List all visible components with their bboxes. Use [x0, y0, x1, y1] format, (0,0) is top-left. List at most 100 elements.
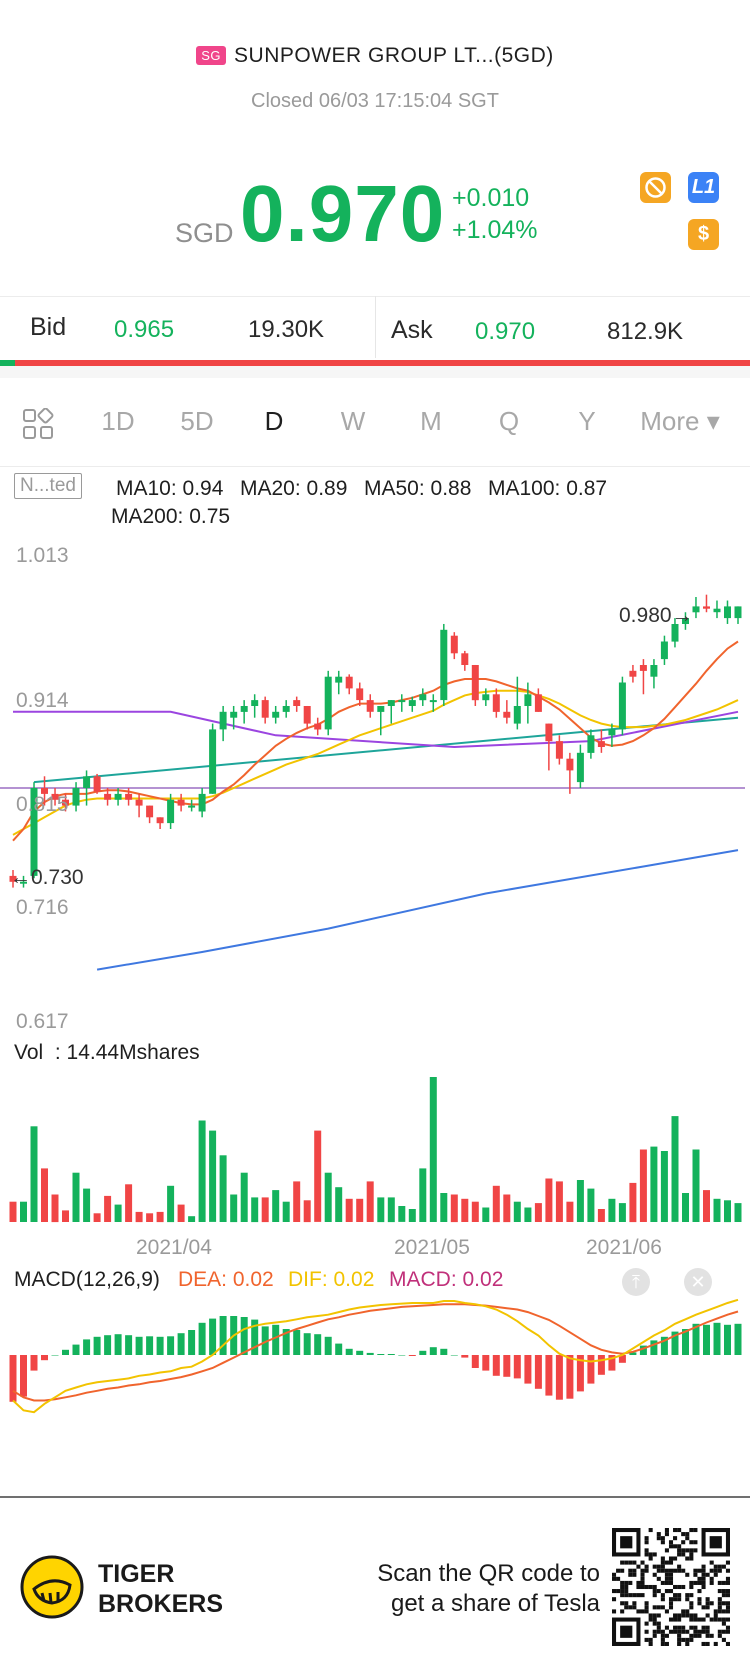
macd-hist-bar — [51, 1355, 59, 1356]
ban-icon[interactable] — [640, 172, 671, 203]
candle-body — [135, 799, 143, 806]
candle-body — [461, 653, 469, 665]
ask-label: Ask — [391, 316, 433, 344]
macd-hist-bar — [167, 1336, 175, 1355]
period-tabs — [0, 378, 750, 467]
stock-title[interactable]: SG SUNPOWER GROUP LT...(5GD) — [0, 44, 750, 68]
volume-label: Vol : 14.44Mshares — [14, 1041, 200, 1064]
volume-bar — [618, 1203, 626, 1222]
ma50-line — [13, 710, 739, 749]
macd-hist-bar — [125, 1335, 133, 1355]
candle-body — [555, 741, 563, 759]
y-tick-label: 1.013 — [16, 544, 69, 567]
tab-monthly[interactable]: M — [420, 406, 442, 436]
volume-bar — [156, 1211, 164, 1223]
price-adjust-button[interactable]: N...ted — [14, 473, 82, 499]
candle-body — [230, 711, 238, 718]
macd-hist-bar — [177, 1333, 185, 1355]
macd-hist-bar — [303, 1333, 311, 1355]
candle-body — [703, 606, 710, 609]
price-change: +0.010 — [452, 184, 530, 212]
bid-price: 0.965 — [114, 316, 175, 343]
macd-hist-bar — [20, 1355, 27, 1397]
volume-bar — [251, 1197, 259, 1223]
dollar-icon[interactable]: $ — [688, 219, 719, 250]
close-circle-icon[interactable]: ✕ — [684, 1268, 712, 1296]
volume-bar — [534, 1203, 542, 1222]
macd-hist-bar — [471, 1355, 479, 1368]
volume-bar — [135, 1211, 143, 1223]
level1-icon[interactable]: L1 — [688, 172, 719, 203]
candle-body — [114, 793, 122, 800]
candle-body — [524, 694, 532, 706]
bid-ask-ratio-bar — [0, 360, 750, 366]
volume-bar — [41, 1168, 48, 1222]
macd-hist-bar — [261, 1326, 269, 1355]
volume-bar — [545, 1178, 553, 1222]
volume-bar — [104, 1195, 112, 1222]
candle-body — [629, 670, 637, 677]
tab-weekly[interactable]: W — [340, 406, 366, 436]
macd-hist-bar — [713, 1322, 721, 1355]
x-tick-label: 2021/05 — [394, 1236, 470, 1259]
candle-body — [51, 793, 59, 800]
volume-bar — [576, 1180, 584, 1222]
macd-hist-bar — [429, 1347, 437, 1355]
stock-chart[interactable] — [0, 466, 750, 1471]
volume-bar — [303, 1200, 311, 1223]
volume-bar — [608, 1198, 616, 1222]
layout-grid-icon[interactable] — [22, 408, 56, 442]
macd-value-label: MACD: 0.02 — [389, 1268, 504, 1291]
candle-body — [83, 776, 91, 788]
candle-body — [545, 723, 553, 742]
volume-bar — [51, 1194, 59, 1223]
volume-bar — [671, 1116, 679, 1222]
candle-body — [272, 711, 280, 718]
volume-bar — [387, 1197, 395, 1223]
scan-text-line2: get a share of Tesla — [390, 1590, 600, 1617]
volume-bar — [356, 1198, 364, 1222]
candle-body — [692, 606, 700, 613]
candle-body — [188, 805, 196, 808]
tab-yearly[interactable]: Y — [578, 406, 596, 436]
candle-body — [62, 799, 69, 806]
macd-hist-bar — [597, 1355, 605, 1375]
candle-body — [261, 700, 269, 718]
macd-hist-bar — [629, 1352, 637, 1355]
bid-ratio-fill — [0, 360, 15, 366]
macd-hist-bar — [156, 1336, 164, 1355]
candle-body — [566, 758, 574, 771]
candle-body — [366, 700, 374, 712]
candle-body — [471, 665, 479, 701]
macd-hist-bar — [293, 1330, 301, 1355]
y-tick-label: 0.815 — [16, 793, 69, 816]
footer-divider — [0, 1496, 750, 1498]
tab-1d[interactable]: 1D — [101, 406, 135, 436]
volume-bar — [188, 1216, 196, 1222]
tab-quarterly[interactable]: Q — [498, 406, 520, 436]
macd-hist-bar — [492, 1355, 500, 1376]
pin-top-icon[interactable]: ⤒ — [622, 1268, 650, 1296]
y-tick-label: 0.716 — [16, 896, 69, 919]
macd-hist-bar — [734, 1323, 742, 1355]
candle-body — [345, 676, 353, 689]
macd-hist-bar — [450, 1355, 458, 1356]
candle-body — [314, 723, 322, 730]
volume-bar — [146, 1213, 154, 1222]
stock-name: SUNPOWER GROUP LT...(5GD) — [234, 44, 554, 67]
volume-bar — [408, 1209, 416, 1222]
volume-bar — [503, 1194, 511, 1223]
candle-body — [618, 682, 626, 730]
macd-hist-bar — [566, 1355, 574, 1399]
tab-daily[interactable]: D — [264, 406, 284, 436]
candle-body — [429, 700, 437, 703]
macd-hist-bar — [188, 1330, 196, 1355]
tab-more[interactable]: More ▾ — [640, 406, 720, 436]
macd-hist-bar — [440, 1348, 448, 1355]
ma20-line — [12, 689, 739, 836]
tab-5d[interactable]: 5D — [180, 406, 214, 436]
volume-bar — [734, 1203, 742, 1222]
high-price-marker: 0.980→ — [619, 604, 693, 627]
volume-bar — [639, 1149, 647, 1222]
candle-body — [209, 729, 217, 794]
